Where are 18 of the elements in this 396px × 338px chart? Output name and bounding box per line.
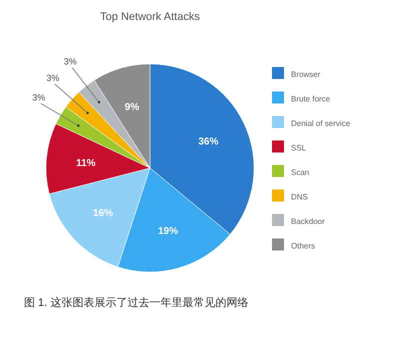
data-label: 11% xyxy=(76,158,96,169)
legend-label: Browser xyxy=(291,70,321,79)
legend-label: DNS xyxy=(291,192,308,202)
legend-label: Others xyxy=(291,242,316,250)
legend-label: SSL xyxy=(291,144,307,152)
chart-title: Top Network Attacks xyxy=(100,11,200,23)
data-label: 16% xyxy=(92,208,114,220)
legend-label: Scan xyxy=(291,168,310,177)
data-label: 36% xyxy=(198,136,218,148)
data-label: 3% xyxy=(32,92,46,102)
caption: 图 1. 这张图表展示了过去一年里最常见的网络 xyxy=(24,296,248,309)
data-label: 19% xyxy=(158,226,178,237)
data-label: 3% xyxy=(64,56,77,67)
legend-label: Denial of service xyxy=(291,119,351,128)
legend-label: Brute force xyxy=(291,94,331,104)
legend-label: Backdoor xyxy=(291,217,326,226)
data-label: 3% xyxy=(46,73,60,84)
data-label: 9% xyxy=(124,102,140,114)
